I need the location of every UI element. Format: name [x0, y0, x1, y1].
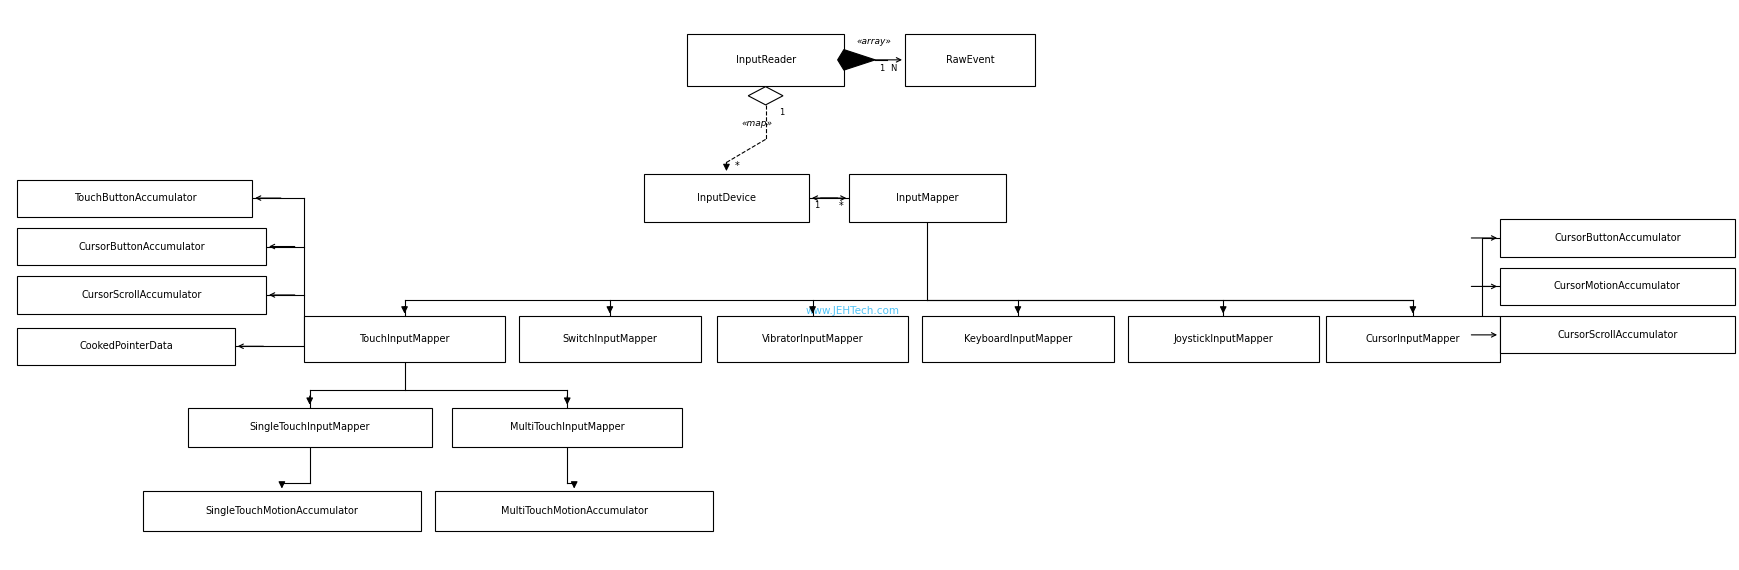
FancyBboxPatch shape — [1499, 316, 1734, 353]
FancyBboxPatch shape — [452, 408, 682, 447]
FancyBboxPatch shape — [17, 180, 252, 217]
Text: CursorScrollAccumulator: CursorScrollAccumulator — [1556, 330, 1676, 340]
FancyBboxPatch shape — [849, 174, 1005, 222]
Text: CursorInputMapper: CursorInputMapper — [1365, 334, 1459, 344]
FancyBboxPatch shape — [1499, 219, 1734, 256]
Polygon shape — [748, 87, 783, 105]
Text: 1: 1 — [814, 201, 819, 210]
FancyBboxPatch shape — [904, 34, 1035, 86]
Text: *: * — [838, 201, 843, 211]
Polygon shape — [836, 50, 875, 70]
FancyBboxPatch shape — [143, 491, 421, 531]
Text: 1: 1 — [878, 64, 883, 74]
Text: RawEvent: RawEvent — [946, 55, 993, 65]
Text: CursorButtonAccumulator: CursorButtonAccumulator — [78, 242, 205, 251]
Text: SingleTouchInputMapper: SingleTouchInputMapper — [249, 422, 370, 433]
Text: CursorButtonAccumulator: CursorButtonAccumulator — [1553, 233, 1680, 243]
FancyBboxPatch shape — [1325, 316, 1499, 362]
Text: CursorScrollAccumulator: CursorScrollAccumulator — [82, 290, 202, 300]
Text: SingleTouchMotionAccumulator: SingleTouchMotionAccumulator — [205, 506, 358, 516]
Text: CursorMotionAccumulator: CursorMotionAccumulator — [1553, 282, 1680, 291]
Text: JoystickInputMapper: JoystickInputMapper — [1172, 334, 1273, 344]
FancyBboxPatch shape — [716, 316, 908, 362]
FancyBboxPatch shape — [17, 328, 235, 365]
Text: InputMapper: InputMapper — [896, 193, 958, 203]
Text: SwitchInputMapper: SwitchInputMapper — [562, 334, 657, 344]
Text: N: N — [889, 64, 896, 74]
Text: MultiTouchMotionAccumulator: MultiTouchMotionAccumulator — [501, 506, 647, 516]
FancyBboxPatch shape — [687, 34, 843, 86]
Text: CookedPointerData: CookedPointerData — [80, 341, 172, 351]
FancyBboxPatch shape — [922, 316, 1113, 362]
FancyBboxPatch shape — [304, 316, 504, 362]
Text: MultiTouchInputMapper: MultiTouchInputMapper — [510, 422, 624, 433]
Text: «array»: «array» — [856, 36, 892, 46]
FancyBboxPatch shape — [17, 228, 266, 265]
Text: TouchButtonAccumulator: TouchButtonAccumulator — [73, 193, 197, 203]
FancyBboxPatch shape — [643, 174, 809, 222]
Text: *: * — [734, 161, 739, 171]
Text: VibratorInputMapper: VibratorInputMapper — [762, 334, 863, 344]
Text: «map»: «map» — [741, 119, 772, 128]
Text: KeyboardInputMapper: KeyboardInputMapper — [963, 334, 1071, 344]
Text: InputDevice: InputDevice — [697, 193, 755, 203]
FancyBboxPatch shape — [1499, 268, 1734, 305]
FancyBboxPatch shape — [1127, 316, 1318, 362]
Text: 1: 1 — [779, 108, 784, 117]
FancyBboxPatch shape — [17, 276, 266, 314]
FancyBboxPatch shape — [188, 408, 431, 447]
Text: www.JEHTech.com: www.JEHTech.com — [805, 306, 899, 316]
FancyBboxPatch shape — [435, 491, 713, 531]
FancyBboxPatch shape — [518, 316, 701, 362]
Text: InputReader: InputReader — [736, 55, 795, 65]
Text: TouchInputMapper: TouchInputMapper — [358, 334, 450, 344]
